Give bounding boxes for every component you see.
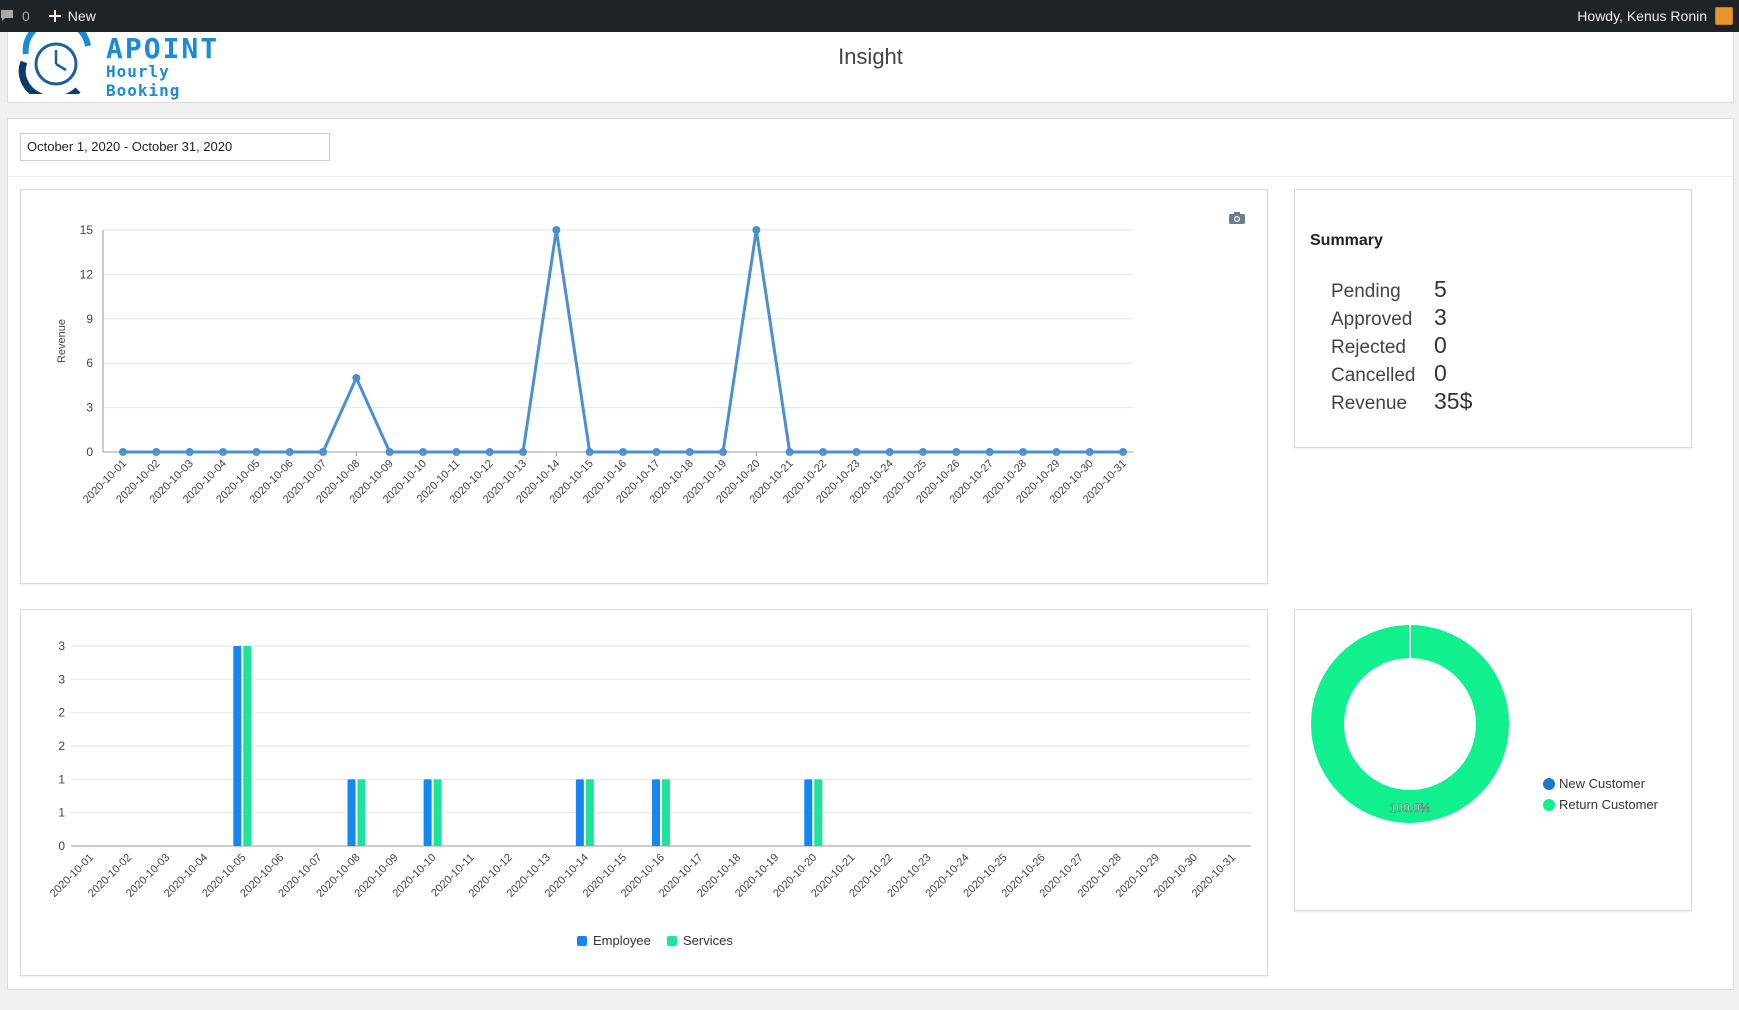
avatar [1715,7,1733,25]
data-point [552,226,561,234]
bookings-chart-card: 0 1 1 2 2 3 3 2020-10-01 2020-10-02 2020-10-03 202… [20,609,1268,976]
summary-row-approved: Approved 3 [1331,304,1447,332]
new-label: New [67,8,96,24]
bar [357,779,366,846]
legend-swatch [667,936,677,946]
slice-data-label: 100.0% [1390,801,1431,815]
summary-value: 0 [1434,332,1447,358]
plus-icon [48,10,61,22]
y-tick-label: 2 [58,706,65,720]
summary-card: Summary Pending 5 Approved 3 Rejected 0 … [1294,189,1692,448]
comment-bubble-icon [1,10,13,21]
date-range-picker[interactable]: October 1, 2020 - October 31, 2020 [20,133,330,161]
legend-swatch [577,936,587,946]
summary-row-cancelled: Cancelled 0 [1331,360,1447,388]
y-tick-label: 0 [86,445,93,459]
summary-value: 3 [1434,304,1447,330]
revenue-series-line [123,229,1123,454]
summary-row-rejected: Rejected 0 [1331,332,1447,360]
page-title: Insight [838,44,903,69]
comments-count: 0 [22,8,30,24]
bar [652,779,660,846]
y-tick-label: 12 [80,267,94,281]
legend-label: New Customer [1559,776,1646,791]
apoint-logo: APOINT Hourly Booking [18,32,248,100]
bar [243,646,252,846]
legend-label: Services [683,933,733,948]
bar [423,779,432,846]
donut-slice [1311,625,1509,823]
legend-swatch [1543,799,1555,811]
summary-label: Pending [1331,281,1401,302]
bar [347,779,356,846]
clock-logo-icon [18,32,91,94]
brand-name: APOINT [106,32,220,65]
bookings-bar-chart: 01122332020-10-012020-10-022020-10-03202… [48,639,1251,948]
y-tick-label: 9 [86,312,93,326]
y-tick-label: 3 [58,672,65,686]
customer-chart-card: 100.0% New Customer Return Customer [1294,609,1692,911]
bar [575,779,584,846]
summary-value: 0 [1434,360,1447,386]
comments-link[interactable]: 0 [0,8,40,24]
summary-value: 35$ [1434,388,1473,414]
summary-label: Approved [1331,309,1413,330]
howdy-text: Howdy, Kenus Ronin [1577,8,1707,24]
y-tick-label: 0 [58,839,65,853]
camera-icon[interactable] [1229,212,1245,224]
summary-label: Revenue [1331,393,1408,414]
y-axis-label: Revenue [56,319,68,363]
legend-label: Return Customer [1559,797,1659,812]
y-tick-label: 15 [80,223,94,237]
bar [814,779,823,846]
bar [585,779,594,846]
plugin-header: APOINT Hourly Booking Insight [7,32,1734,103]
legend-label: Employee [593,933,651,948]
data-point [352,374,361,382]
bar [804,779,813,846]
bar [433,779,442,846]
y-tick-label: 2 [58,739,65,753]
revenue-line-chart: 03691215Revenue2020-10-012020-10-022020-… [56,223,1133,506]
summary-row-pending: Pending 5 [1331,276,1447,304]
divider [8,176,1733,177]
summary-label: Rejected [1331,337,1406,358]
data-point [752,226,761,234]
admin-bar: 0 New Howdy, Kenus Ronin [0,0,1739,32]
my-account-menu[interactable]: Howdy, Kenus Ronin [1577,0,1739,32]
new-content-button[interactable]: New [40,8,104,24]
revenue-chart-card: 0 3 6 9 12 15 Revenue 2020-10-01 2020-10-02 2020-… [20,189,1268,584]
summary-row-revenue: Revenue 35$ [1331,388,1472,416]
summary-title: Summary [1310,232,1383,249]
y-tick-label: 3 [58,639,65,653]
y-tick-label: 6 [86,356,93,370]
y-tick-label: 1 [58,772,65,786]
brand-tagline: Hourly Booking [106,62,181,100]
legend-swatch [1543,778,1555,790]
customer-donut-chart: 100.0% New Customer Return Customer [1311,625,1659,823]
summary-label: Cancelled [1331,365,1416,386]
y-tick-label: 1 [58,806,65,820]
summary-value: 5 [1434,276,1447,302]
y-tick-label: 3 [86,401,93,415]
bar [233,646,242,846]
bar [662,779,670,846]
